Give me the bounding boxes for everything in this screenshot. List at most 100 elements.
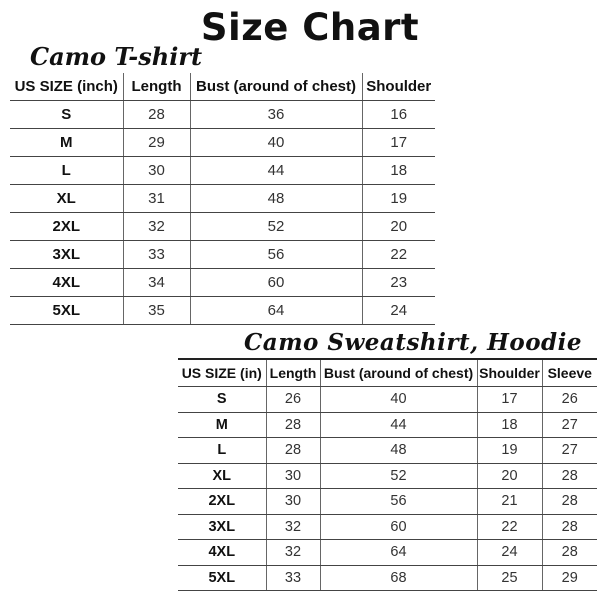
size-label: 3XL (178, 514, 266, 540)
measurement-cell: 27 (541, 412, 597, 438)
size-label: 3XL (10, 240, 123, 269)
measurement-cell: 56 (319, 488, 477, 515)
size-label: M (178, 412, 266, 438)
measurement-cell: 28 (265, 412, 320, 438)
column-header: US SIZE (in) (178, 359, 266, 387)
measurement-cell: 44 (319, 412, 477, 438)
tshirt-size-table: US SIZE (inch) Length Bust (around of ches… (10, 73, 435, 325)
hoodie-table-title: Camo Sweatshirt, Hoodie (244, 329, 582, 356)
measurement-cell: 16 (361, 100, 435, 129)
size-label: 4XL (10, 268, 123, 297)
measurement-cell: 31 (122, 184, 190, 213)
measurement-cell: 60 (319, 514, 477, 540)
measurement-cell: 29 (122, 128, 190, 157)
measurement-cell: 19 (476, 437, 542, 464)
measurement-cell: 27 (541, 437, 597, 464)
measurement-cell: 40 (189, 128, 362, 157)
measurement-cell: 28 (265, 437, 320, 464)
measurement-cell: 22 (361, 240, 435, 269)
measurement-cell: 32 (122, 212, 190, 241)
measurement-cell: 20 (361, 212, 435, 241)
table-row: 4XL 32 64 24 28 (178, 539, 597, 566)
measurement-cell: 30 (265, 488, 320, 515)
measurement-cell: 30 (122, 156, 190, 185)
measurement-cell: 25 (476, 565, 542, 591)
size-label: 4XL (178, 539, 266, 566)
size-label: L (10, 156, 123, 185)
column-header: US SIZE (inch) (10, 73, 123, 101)
size-label: L (178, 437, 266, 464)
measurement-cell: 68 (319, 565, 477, 591)
table-row: 4XL 34 60 23 (10, 268, 435, 297)
measurement-cell: 64 (189, 296, 362, 325)
measurement-cell: 34 (122, 268, 190, 297)
size-label: S (10, 100, 123, 129)
table-row: 3XL 32 60 22 28 (178, 514, 597, 540)
table-row: XL 30 52 20 28 (178, 463, 597, 489)
measurement-cell: 44 (189, 156, 362, 185)
size-label: 5XL (10, 296, 123, 325)
size-label: 5XL (178, 565, 266, 591)
measurement-cell: 32 (265, 539, 320, 566)
size-label: 2XL (10, 212, 123, 241)
header-row: US SIZE (in) Length Bust (around of chest)… (178, 359, 597, 387)
table-row: M 29 40 17 (10, 128, 435, 157)
tshirt-table-title: Camo T-shirt (30, 42, 203, 71)
size-label: 2XL (178, 488, 266, 515)
measurement-cell: 26 (541, 386, 597, 413)
measurement-cell: 48 (319, 437, 477, 464)
table-row: 2XL 30 56 21 28 (178, 488, 597, 515)
measurement-cell: 60 (189, 268, 362, 297)
measurement-cell: 21 (476, 488, 542, 515)
measurement-cell: 30 (265, 463, 320, 489)
measurement-cell: 48 (189, 184, 362, 213)
measurement-cell: 18 (361, 156, 435, 185)
table-row: 5XL 35 64 24 (10, 296, 435, 325)
measurement-cell: 28 (122, 100, 190, 129)
measurement-cell: 24 (476, 539, 542, 566)
table-row: S 28 36 16 (10, 100, 435, 129)
measurement-cell: 20 (476, 463, 542, 489)
measurement-cell: 17 (476, 386, 542, 413)
column-header: Bust (around of chest) (189, 73, 362, 101)
measurement-cell: 33 (122, 240, 190, 269)
measurement-cell: 40 (319, 386, 477, 413)
column-header: Bust (around of chest) (319, 359, 477, 387)
size-label: XL (10, 184, 123, 213)
header-row: US SIZE (inch) Length Bust (around of ches… (10, 73, 435, 101)
measurement-cell: 33 (265, 565, 320, 591)
table-row: L 28 48 19 27 (178, 437, 597, 464)
measurement-cell: 56 (189, 240, 362, 269)
page-title: Size Chart (200, 6, 420, 49)
measurement-cell: 52 (189, 212, 362, 241)
measurement-cell: 28 (541, 514, 597, 540)
column-header: Length (265, 359, 320, 387)
measurement-cell: 28 (541, 463, 597, 489)
table-row: 2XL 32 52 20 (10, 212, 435, 241)
measurement-cell: 24 (361, 296, 435, 325)
measurement-cell: 18 (476, 412, 542, 438)
measurement-cell: 26 (265, 386, 320, 413)
table-row: XL 31 48 19 (10, 184, 435, 213)
measurement-cell: 28 (541, 539, 597, 566)
measurement-cell: 29 (541, 565, 597, 591)
size-label: M (10, 128, 123, 157)
size-label: S (178, 386, 266, 413)
measurement-cell: 17 (361, 128, 435, 157)
measurement-cell: 23 (361, 268, 435, 297)
measurement-cell: 22 (476, 514, 542, 540)
measurement-cell: 52 (319, 463, 477, 489)
size-label: XL (178, 463, 266, 489)
measurement-cell: 64 (319, 539, 477, 566)
table-row: 3XL 33 56 22 (10, 240, 435, 269)
column-header: Length (122, 73, 190, 101)
measurement-cell: 19 (361, 184, 435, 213)
measurement-cell: 32 (265, 514, 320, 540)
table-row: L 30 44 18 (10, 156, 435, 185)
measurement-cell: 28 (541, 488, 597, 515)
column-header: Shoulder (361, 73, 435, 101)
measurement-cell: 36 (189, 100, 362, 129)
column-header: Sleeve (541, 359, 597, 387)
hoodie-size-table: US SIZE (in) Length Bust (around of chest)… (178, 358, 597, 591)
column-header: Shoulder (476, 359, 542, 387)
